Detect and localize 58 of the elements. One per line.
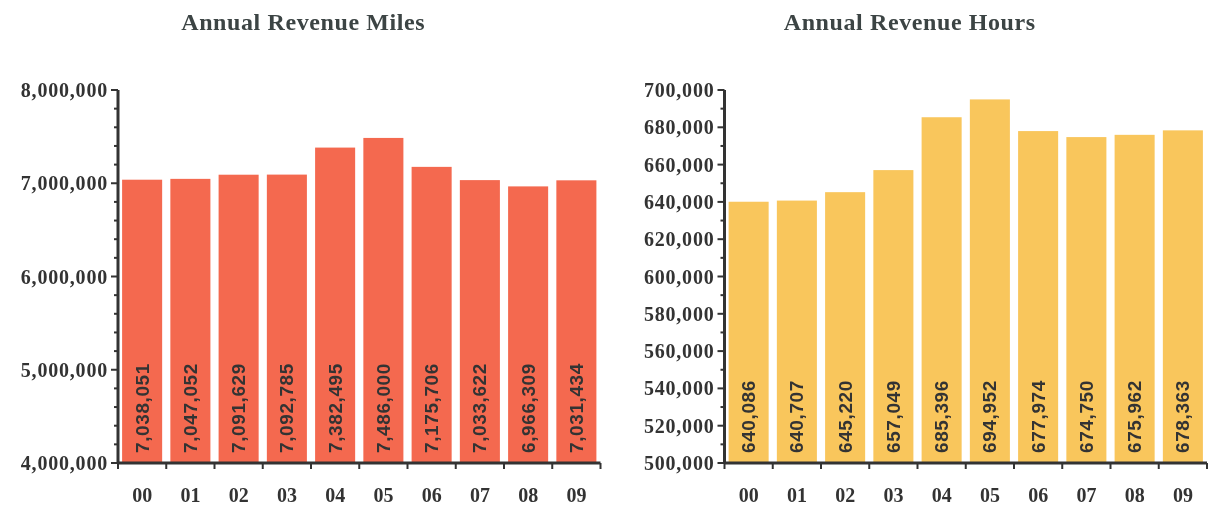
chart-title: Annual Revenue Miles — [181, 9, 426, 35]
data-label: 7,047,052 — [179, 363, 201, 453]
x-tick-label: 00 — [738, 484, 759, 505]
y-tick-label: 520,000 — [643, 414, 715, 437]
x-tick-label: 05 — [373, 484, 394, 505]
x-tick-label: 08 — [1124, 484, 1145, 505]
y-tick-label: 680,000 — [643, 116, 715, 139]
x-tick-label: 03 — [883, 484, 904, 505]
x-tick-label: 01 — [180, 484, 201, 505]
x-tick-label: 06 — [421, 484, 442, 505]
x-tick-label: 02 — [835, 484, 856, 505]
y-tick-label: 620,000 — [643, 228, 715, 251]
y-tick-label: 580,000 — [643, 302, 715, 325]
data-label: 694,952 — [979, 380, 1001, 453]
data-label: 640,086 — [738, 380, 760, 453]
x-tick-label: 07 — [469, 484, 490, 505]
x-tick-label: 04 — [931, 484, 952, 505]
x-tick-label: 05 — [979, 484, 1000, 505]
data-label: 6,966,309 — [517, 363, 539, 453]
data-label: 675,962 — [1124, 380, 1146, 453]
data-label: 7,091,629 — [228, 363, 250, 453]
data-label: 7,382,495 — [324, 363, 346, 453]
x-tick-label: 03 — [276, 484, 297, 505]
data-label: 7,175,706 — [421, 363, 443, 453]
data-label: 645,220 — [834, 380, 856, 453]
y-tick-label: 4,000,000 — [20, 452, 108, 474]
chart-title: Annual Revenue Hours — [783, 9, 1036, 35]
data-label: 7,092,785 — [276, 363, 298, 453]
data-label: 677,974 — [1027, 380, 1049, 453]
y-tick-label: 500,000 — [643, 452, 715, 474]
y-tick-label: 600,000 — [643, 265, 715, 288]
x-tick-label: 00 — [132, 484, 153, 505]
x-tick-label: 01 — [786, 484, 807, 505]
y-tick-label: 700,000 — [643, 79, 715, 101]
data-label: 7,031,434 — [565, 363, 587, 453]
x-tick-label: 09 — [566, 484, 587, 505]
y-tick-label: 560,000 — [643, 340, 715, 363]
y-tick-label: 6,000,000 — [20, 265, 108, 288]
data-label: 7,033,622 — [469, 363, 491, 453]
y-tick-label: 5,000,000 — [20, 358, 108, 381]
x-tick-label: 02 — [228, 484, 249, 505]
x-tick-label: 04 — [325, 484, 346, 505]
data-label: 7,486,000 — [372, 363, 394, 453]
y-tick-label: 540,000 — [643, 377, 715, 400]
data-label: 685,396 — [931, 380, 953, 453]
data-label: 678,363 — [1172, 380, 1194, 453]
y-tick-label: 8,000,000 — [20, 79, 108, 101]
x-tick-label: 09 — [1172, 484, 1193, 505]
data-label: 640,707 — [786, 380, 808, 453]
y-tick-label: 7,000,000 — [20, 172, 108, 195]
data-label: 657,049 — [882, 380, 904, 453]
x-tick-label: 06 — [1028, 484, 1049, 505]
x-tick-label: 07 — [1076, 484, 1097, 505]
data-label: 7,038,051 — [131, 363, 153, 453]
y-tick-label: 640,000 — [643, 190, 715, 213]
x-tick-label: 08 — [518, 484, 539, 505]
data-label: 674,750 — [1075, 380, 1097, 453]
y-tick-label: 660,000 — [643, 153, 715, 176]
